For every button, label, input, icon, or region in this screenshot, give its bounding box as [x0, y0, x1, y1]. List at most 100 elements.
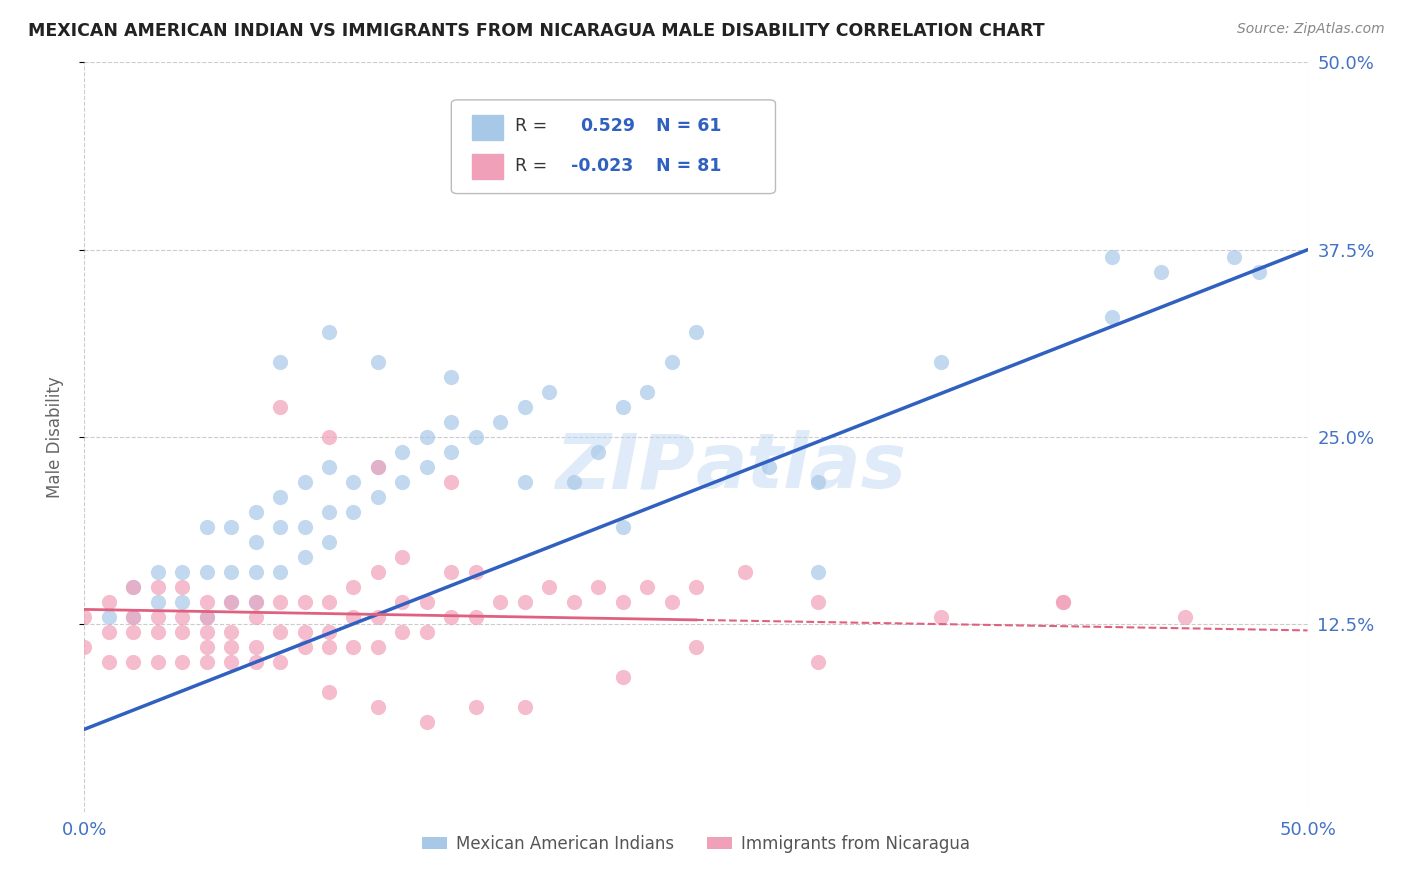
- Point: [172, 580, 194, 594]
- Point: [612, 400, 634, 414]
- Point: [294, 475, 316, 489]
- Point: [661, 595, 683, 609]
- Point: [391, 549, 413, 564]
- Point: [294, 640, 316, 654]
- Point: [245, 505, 267, 519]
- Point: [513, 595, 536, 609]
- Point: [318, 460, 340, 475]
- Point: [195, 624, 218, 639]
- Point: [294, 549, 316, 564]
- Point: [172, 595, 194, 609]
- Point: [685, 580, 707, 594]
- Point: [636, 580, 658, 594]
- Point: [122, 580, 145, 594]
- Point: [367, 490, 389, 504]
- Point: [219, 640, 242, 654]
- Point: [122, 624, 145, 639]
- Point: [269, 624, 291, 639]
- Point: [367, 460, 389, 475]
- Text: N = 61: N = 61: [655, 117, 721, 135]
- Point: [367, 640, 389, 654]
- Point: [122, 580, 145, 594]
- Text: N = 81: N = 81: [655, 157, 721, 175]
- Point: [440, 415, 463, 429]
- Point: [172, 624, 194, 639]
- Point: [146, 624, 169, 639]
- Point: [685, 640, 707, 654]
- Point: [172, 655, 194, 669]
- Point: [513, 699, 536, 714]
- Point: [342, 475, 364, 489]
- Point: [318, 325, 340, 339]
- Point: [122, 610, 145, 624]
- Point: [318, 505, 340, 519]
- Point: [122, 655, 145, 669]
- Text: atlas: atlas: [696, 430, 907, 504]
- Point: [416, 430, 439, 444]
- Point: [172, 610, 194, 624]
- Text: R =: R =: [515, 157, 547, 175]
- Point: [146, 595, 169, 609]
- Point: [734, 565, 756, 579]
- Point: [97, 624, 120, 639]
- Point: [367, 460, 389, 475]
- Point: [269, 490, 291, 504]
- Point: [1174, 610, 1197, 624]
- Point: [342, 610, 364, 624]
- Point: [294, 595, 316, 609]
- Point: [342, 580, 364, 594]
- Point: [391, 445, 413, 459]
- Text: Source: ZipAtlas.com: Source: ZipAtlas.com: [1237, 22, 1385, 37]
- Point: [489, 415, 512, 429]
- Point: [245, 655, 267, 669]
- Point: [146, 580, 169, 594]
- Point: [245, 640, 267, 654]
- Point: [97, 595, 120, 609]
- Text: 0.529: 0.529: [579, 117, 634, 135]
- Point: [318, 640, 340, 654]
- Point: [440, 370, 463, 384]
- Point: [342, 505, 364, 519]
- Point: [269, 355, 291, 369]
- Point: [612, 670, 634, 684]
- Point: [612, 595, 634, 609]
- Point: [245, 565, 267, 579]
- Text: MEXICAN AMERICAN INDIAN VS IMMIGRANTS FROM NICARAGUA MALE DISABILITY CORRELATION: MEXICAN AMERICAN INDIAN VS IMMIGRANTS FR…: [28, 22, 1045, 40]
- Point: [562, 595, 585, 609]
- FancyBboxPatch shape: [472, 115, 503, 140]
- Point: [97, 610, 120, 624]
- Point: [195, 640, 218, 654]
- Point: [929, 355, 952, 369]
- Point: [195, 595, 218, 609]
- Point: [219, 655, 242, 669]
- Point: [146, 565, 169, 579]
- Point: [513, 400, 536, 414]
- Point: [1101, 310, 1123, 325]
- Point: [73, 610, 96, 624]
- Point: [586, 580, 609, 594]
- Legend: Mexican American Indians, Immigrants from Nicaragua: Mexican American Indians, Immigrants fro…: [416, 829, 976, 860]
- Point: [195, 655, 218, 669]
- Point: [245, 610, 267, 624]
- Point: [807, 475, 830, 489]
- Point: [1247, 265, 1270, 279]
- Point: [195, 520, 218, 534]
- Point: [636, 385, 658, 400]
- Point: [219, 595, 242, 609]
- Point: [440, 475, 463, 489]
- Point: [807, 565, 830, 579]
- Point: [391, 475, 413, 489]
- Point: [146, 610, 169, 624]
- Point: [464, 565, 486, 579]
- Point: [464, 610, 486, 624]
- Point: [245, 595, 267, 609]
- Point: [807, 595, 830, 609]
- Point: [318, 624, 340, 639]
- Point: [269, 565, 291, 579]
- Point: [219, 595, 242, 609]
- Point: [586, 445, 609, 459]
- Point: [245, 595, 267, 609]
- Point: [513, 475, 536, 489]
- Point: [195, 610, 218, 624]
- Point: [342, 640, 364, 654]
